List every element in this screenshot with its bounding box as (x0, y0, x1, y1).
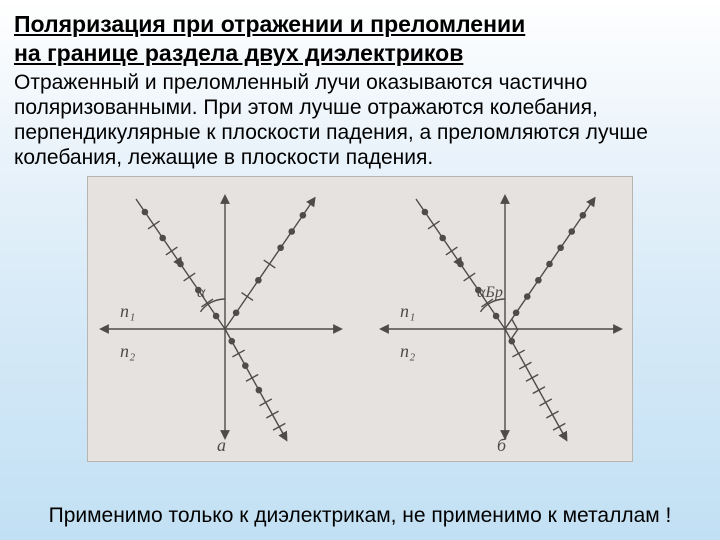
title-line-1: Поляризация при отражении и преломлении (14, 11, 525, 37)
svg-text:n₂: n₂ (120, 341, 135, 361)
svg-text:α: α (197, 284, 206, 301)
title-line-2: на границе раздела двух диэлектриков (14, 40, 463, 66)
svg-text:а: а (217, 435, 226, 455)
diagram-frame: n₁ n₂ α а n₁ n₂ αБр б (87, 176, 633, 462)
svg-text:n₁: n₁ (120, 301, 135, 321)
body-paragraph: Отраженный и преломленный лучи оказывают… (14, 70, 706, 171)
polarization-diagram: n₁ n₂ α а n₁ n₂ αБр б (90, 179, 630, 459)
diagram-container: n₁ n₂ α а n₁ n₂ αБр б (0, 176, 720, 462)
footer-note: Применимо только к диэлектрикам, не прим… (0, 504, 720, 528)
svg-text:n₁: n₁ (400, 301, 415, 321)
svg-text:б: б (497, 435, 507, 455)
svg-text:n₂: n₂ (400, 341, 415, 361)
svg-text:αБр: αБр (477, 284, 503, 301)
